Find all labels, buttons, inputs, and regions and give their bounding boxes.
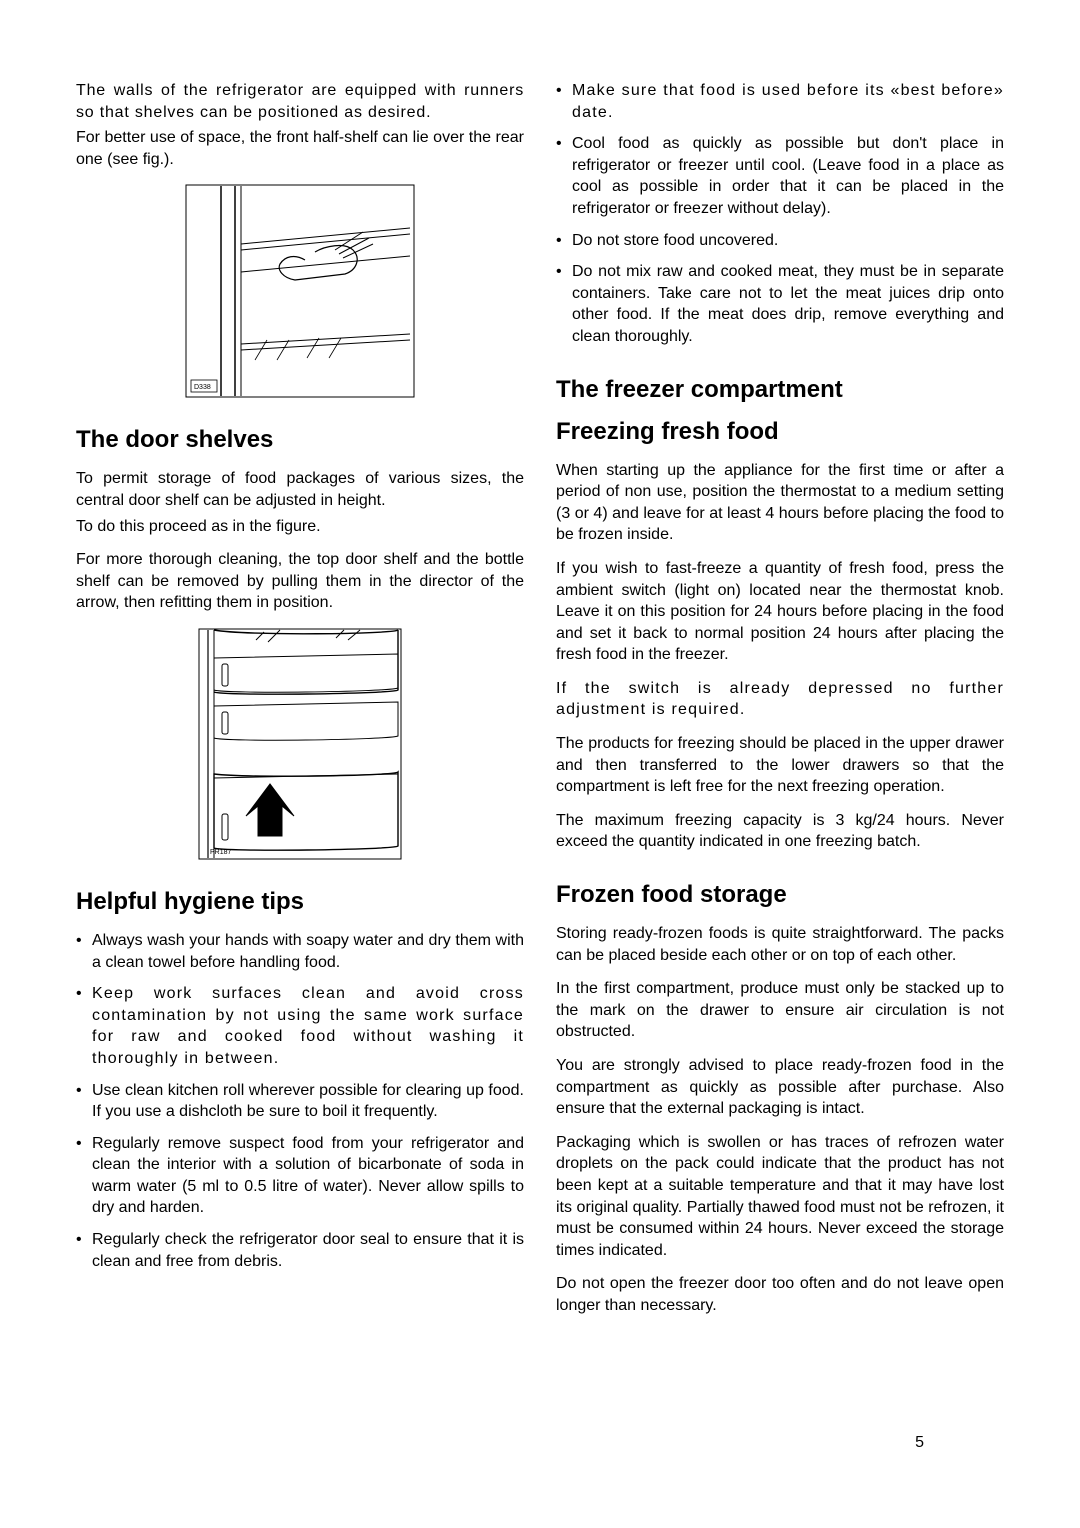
- shelf-diagram-icon: D338: [185, 184, 415, 398]
- list-item: Make sure that food is used before its «…: [556, 80, 1004, 123]
- frozen-p2: In the first compartment, produce must o…: [556, 978, 1004, 1043]
- top-list: Make sure that food is used before its «…: [556, 80, 1004, 348]
- frozen-p4: Packaging which is swollen or has traces…: [556, 1132, 1004, 1262]
- freezing-heading: Freezing fresh food: [556, 418, 1004, 446]
- intro-paragraph-2: For better use of space, the front half-…: [76, 127, 524, 170]
- intro-paragraph-1: The walls of the refrigerator are equipp…: [76, 80, 524, 123]
- list-item: Do not store food uncovered.: [556, 230, 1004, 252]
- hygiene-heading: Helpful hygiene tips: [76, 888, 524, 916]
- freezer-heading: The freezer compartment: [556, 376, 1004, 404]
- right-column: Make sure that food is used before its «…: [556, 80, 1004, 1321]
- door-shelves-p3: For more thorough cleaning, the top door…: [76, 549, 524, 614]
- frozen-p3: You are strongly advised to place ready-…: [556, 1055, 1004, 1120]
- svg-text:PR187: PR187: [210, 849, 232, 856]
- list-item: Regularly check the refrigerator door se…: [76, 1229, 524, 1272]
- door-shelves-p1: To permit storage of food packages of va…: [76, 468, 524, 511]
- list-item: Keep work surfaces clean and avoid cross…: [76, 983, 524, 1069]
- list-item: Do not mix raw and cooked meat, they mus…: [556, 261, 1004, 347]
- freezing-p2: If you wish to fast-freeze a quantity of…: [556, 558, 1004, 666]
- list-item: Cool food as quickly as possible but don…: [556, 133, 1004, 219]
- list-item: Regularly remove suspect food from your …: [76, 1133, 524, 1219]
- frozen-p1: Storing ready-frozen foods is quite stra…: [556, 923, 1004, 966]
- freezing-p4: The products for freezing should be plac…: [556, 733, 1004, 798]
- freezing-p3: If the switch is already depressed no fu…: [556, 678, 1004, 721]
- hygiene-list: Always wash your hands with soapy water …: [76, 930, 524, 1272]
- door-shelves-p2: To do this proceed as in the figure.: [76, 516, 524, 538]
- list-item: Always wash your hands with soapy water …: [76, 930, 524, 973]
- door-diagram-icon: PR187: [198, 628, 402, 860]
- page-number: 5: [915, 1434, 924, 1452]
- freezing-p5: The maximum freezing capacity is 3 kg/24…: [556, 810, 1004, 853]
- figure-door: PR187: [76, 628, 524, 860]
- left-column: The walls of the refrigerator are equipp…: [76, 80, 524, 1321]
- frozen-heading: Frozen food storage: [556, 881, 1004, 909]
- freezing-p1: When starting up the appliance for the f…: [556, 460, 1004, 546]
- svg-text:D338: D338: [194, 384, 211, 391]
- door-shelves-heading: The door shelves: [76, 426, 524, 454]
- figure-shelf: D338: [76, 184, 524, 398]
- list-item: Use clean kitchen roll wherever possible…: [76, 1080, 524, 1123]
- frozen-p5: Do not open the freezer door too often a…: [556, 1273, 1004, 1316]
